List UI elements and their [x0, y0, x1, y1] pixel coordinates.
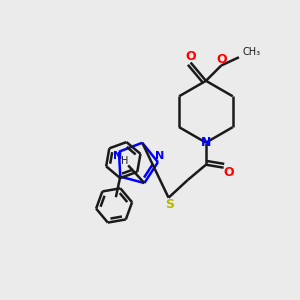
Text: CH₃: CH₃ — [242, 47, 260, 57]
Text: N: N — [201, 136, 211, 149]
Text: N: N — [155, 151, 164, 161]
Text: S: S — [165, 198, 174, 211]
Text: O: O — [216, 52, 226, 65]
Text: O: O — [185, 50, 196, 63]
Text: O: O — [224, 167, 234, 179]
Text: N: N — [113, 151, 122, 161]
Text: H: H — [121, 156, 128, 166]
